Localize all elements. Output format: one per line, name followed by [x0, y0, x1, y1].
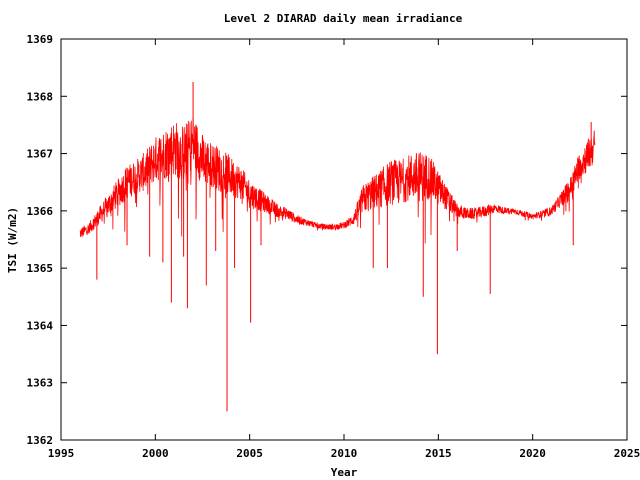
- y-tick-label: 1369: [27, 33, 54, 46]
- y-tick-label: 1363: [27, 377, 54, 390]
- y-tick-label: 1368: [27, 90, 54, 103]
- x-tick-label: 1995: [48, 447, 75, 460]
- chart-title: Level 2 DIARAD daily mean irradiance: [224, 12, 463, 25]
- y-tick-label: 1367: [27, 148, 54, 161]
- x-tick-label: 2020: [519, 447, 546, 460]
- y-tick-label: 1365: [27, 262, 54, 275]
- plot-area: [79, 81, 596, 412]
- y-tick-label: 1364: [27, 319, 54, 332]
- x-axis: 1995 2000 2005 2010 2015 2020 2025: [48, 39, 640, 460]
- x-tick-label: 2010: [331, 447, 358, 460]
- y-tick-label: 1366: [27, 205, 54, 218]
- y-tick-label: 1362: [27, 434, 54, 447]
- y-axis-title: TSI (W/m2): [6, 207, 19, 273]
- x-tick-label: 2005: [236, 447, 263, 460]
- y-axis: 1362 1363 1364 1365 1366 1367 1368 1369: [27, 33, 627, 447]
- x-tick-label: 2015: [425, 447, 452, 460]
- x-tick-label: 2025: [614, 447, 640, 460]
- series-spikes: [96, 81, 592, 412]
- series-line-tsi: [79, 118, 596, 244]
- x-axis-title: Year: [331, 466, 358, 479]
- x-tick-label: 2000: [142, 447, 169, 460]
